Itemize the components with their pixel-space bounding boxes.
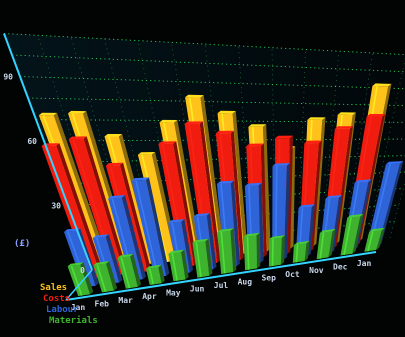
y-tick-label: 60	[27, 137, 37, 146]
x-tick-label: Apr	[142, 292, 157, 301]
legend-entry-labour: Labour	[46, 305, 79, 315]
bar-materials-sep-8	[268, 235, 285, 267]
x-axis	[65, 251, 377, 301]
x-tick-labels: Jan Feb Mar Apr May Jun Jul Aug Sep Oct Nov Dec Jan	[71, 259, 372, 312]
legend-entry-materials: Materials	[49, 315, 98, 326]
x-tick-label: Jul	[214, 281, 229, 290]
gridline	[43, 138, 405, 142]
bar-materials-jun-5	[192, 238, 213, 278]
bar-materials-jan-0	[67, 262, 94, 297]
bar-materials-oct-9	[292, 240, 310, 263]
gridline	[75, 204, 400, 228]
y-tick-labels: 0 30 60 90	[3, 73, 85, 276]
y-tick-label: 0	[80, 266, 85, 275]
bar-labour-apr-3	[131, 177, 170, 278]
bar-materials-feb-1	[93, 261, 118, 293]
x-tick-label: Nov	[309, 266, 324, 275]
bars	[38, 83, 404, 297]
bar-materials-jul-6	[217, 228, 237, 274]
bar-materials-dec-11	[340, 214, 364, 256]
x-tick-label: Jan	[71, 303, 86, 312]
bar-materials-jan-12	[364, 227, 385, 252]
gridline	[59, 171, 405, 185]
x-tick-label: Jan	[357, 259, 372, 268]
bar-materials-apr-3	[146, 264, 165, 285]
x-tick-label: Dec	[333, 263, 348, 272]
x-tick-label: Mar	[118, 296, 133, 305]
depth-axis	[65, 269, 93, 301]
y-tick-label: 90	[3, 73, 13, 82]
x-tick-label: Oct	[285, 270, 300, 279]
legend-entry-sales: Sales	[40, 283, 67, 293]
gridline	[104, 38, 162, 263]
bar-materials-nov-10	[316, 228, 336, 260]
gridline	[297, 49, 306, 248]
bar-materials-mar-2	[117, 253, 141, 289]
x-tick-label: Sep	[261, 274, 276, 283]
gridline	[11, 54, 405, 73]
axes	[3, 33, 377, 301]
y-tick-label: 30	[51, 202, 61, 211]
y-axis	[3, 33, 93, 271]
legend-entry-costs: Costs	[43, 294, 70, 304]
x-tick-label: Feb	[95, 299, 110, 308]
x-tick-label: Jun	[190, 285, 205, 294]
x-tick-label: Aug	[238, 277, 253, 286]
bar-materials-aug-7	[243, 232, 261, 271]
y-axis-label: (£)	[14, 239, 30, 249]
gridline	[343, 52, 373, 243]
bar-materials-may-4	[168, 249, 189, 282]
x-tick-label: May	[166, 288, 181, 297]
